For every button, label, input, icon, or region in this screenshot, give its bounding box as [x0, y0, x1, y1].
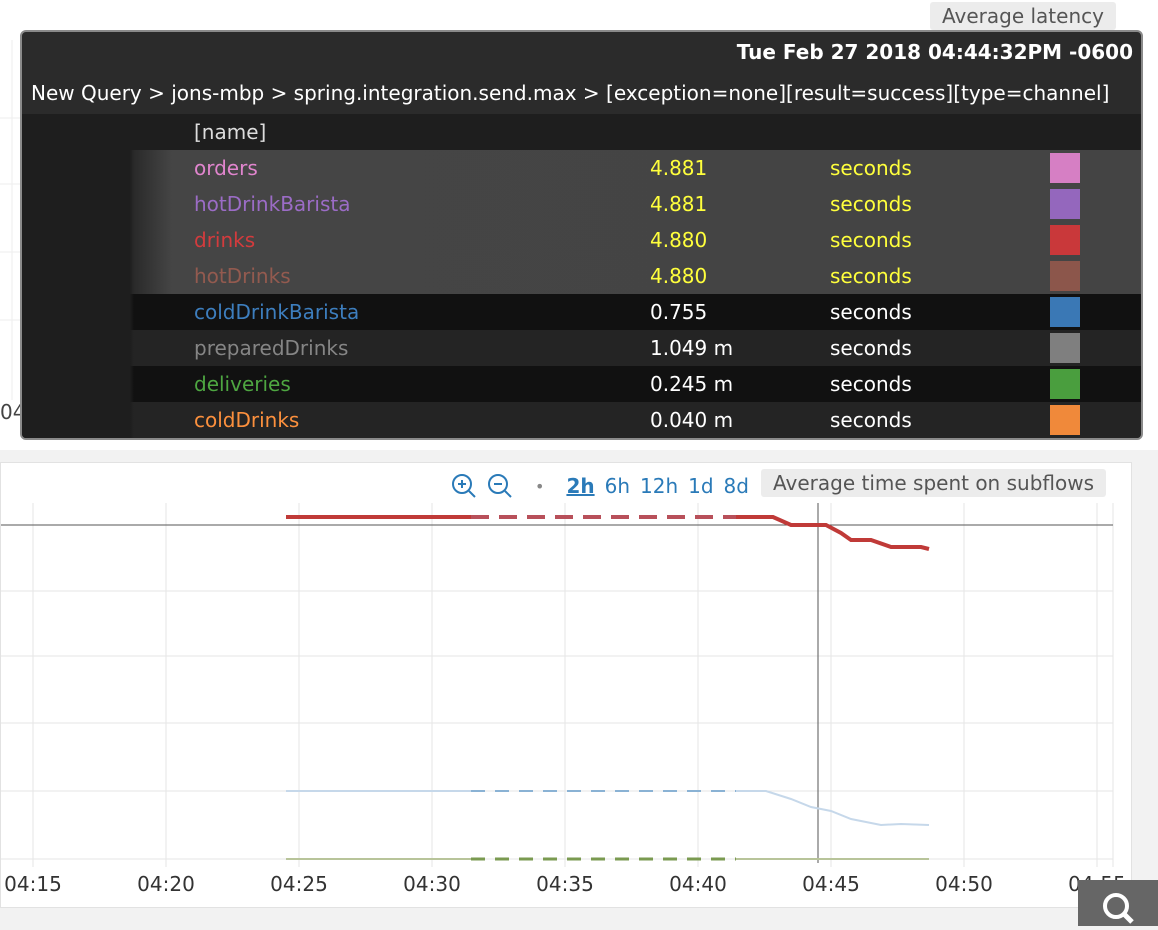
series-unit: seconds [830, 192, 912, 216]
toolbar: • 2h 6h 12h 1d 8d [451, 471, 749, 501]
timestamp: Tue Feb 27 2018 04:44:32PM -0600 [736, 40, 1133, 64]
range-button[interactable]: 6h [604, 474, 630, 498]
series-name: hotDrinks [194, 264, 291, 288]
tooltip-row: hotDrinkBarista 4.881 seconds [22, 186, 1141, 222]
series-name: drinks [194, 228, 256, 252]
series-value: 4.880 [650, 228, 708, 252]
color-swatch [1050, 297, 1080, 327]
series-unit: seconds [830, 156, 912, 180]
series-value: 4.880 [650, 264, 708, 288]
tooltip-row: coldDrinks 0.040 m seconds [22, 402, 1141, 438]
zoom-out[interactable] [487, 473, 513, 499]
header-row: [name] [22, 114, 1141, 150]
search-button[interactable] [1078, 880, 1158, 926]
color-swatch [1050, 369, 1080, 399]
tooltip: Tue Feb 27 2018 04:44:32PM -0600 New Que… [20, 30, 1143, 440]
separator: • [535, 476, 545, 496]
series-name: orders [194, 156, 258, 180]
series-unit: seconds [830, 228, 912, 252]
tooltip-row: preparedDrinks 1.049 m seconds [22, 330, 1141, 366]
x-tick-label: 04:50 [935, 872, 993, 896]
color-swatch [1050, 333, 1080, 363]
range-button[interactable]: 1d [688, 474, 714, 498]
zoom-in[interactable] [451, 473, 477, 499]
series-name: preparedDrinks [194, 336, 349, 360]
series-unit: seconds [830, 264, 912, 288]
x-tick-label: 04:35 [536, 872, 594, 896]
series-unit: seconds [830, 300, 912, 324]
color-swatch [1050, 153, 1080, 183]
tooltip-row: coldDrinkBarista 0.755 seconds [22, 294, 1141, 330]
panel-label[interactable]: Average latency [930, 2, 1116, 30]
series-unit: seconds [830, 336, 912, 360]
series-unit: seconds [830, 372, 912, 396]
series-value: 0.755 [650, 300, 708, 324]
top-grid [0, 40, 20, 400]
bottom-panel: 04:15 04:20 04:25 04:30 04:35 04:40 04:45 04:50… [0, 462, 1132, 908]
x-tick-label: 04:45 [802, 872, 860, 896]
tooltip-row: hotDrinks 4.880 seconds [22, 258, 1141, 294]
series-name: hotDrinkBarista [194, 192, 351, 216]
color-swatch [1050, 189, 1080, 219]
series-line [736, 790, 930, 827]
series-value: 0.040 m [650, 408, 734, 432]
column-header: [name] [194, 120, 267, 144]
x-axis: 04:15 04:20 04:25 04:30 04:35 04:40 04:45 04:50… [4, 872, 1126, 896]
x-tick-label: 04:30 [403, 872, 461, 896]
series-name: deliveries [194, 372, 291, 396]
series-value: 4.881 [650, 156, 708, 180]
tooltip-row: drinks 4.880 seconds [22, 222, 1141, 258]
series-value: 0.245 m [650, 372, 734, 396]
grid [1, 503, 1114, 867]
x-tick-label: 04:25 [270, 872, 328, 896]
tooltip-row: orders 4.881 seconds [22, 150, 1141, 186]
series-value: 1.049 m [650, 336, 734, 360]
range-button[interactable]: 12h [640, 474, 679, 498]
chart: 04:15 04:20 04:25 04:30 04:35 04:40 04:45 04:50… [1, 503, 1126, 896]
range-button[interactable]: 2h [566, 474, 595, 498]
panel-label[interactable]: Average time spent on subflows [761, 469, 1106, 497]
range-button[interactable]: 8d [723, 474, 749, 498]
series-name: coldDrinks [194, 408, 300, 432]
x-tick-label: 04:40 [669, 872, 727, 896]
color-swatch [1050, 225, 1080, 255]
series-unit: seconds [830, 408, 912, 432]
x-tick-label: 04:15 [4, 872, 62, 896]
series-value: 4.881 [650, 192, 708, 216]
series-line [736, 515, 930, 551]
color-swatch [1050, 261, 1080, 291]
color-swatch [1050, 405, 1080, 435]
tooltip-row: deliveries 0.245 m seconds [22, 366, 1141, 402]
query-path: New Query > jons-mbp > spring.integratio… [31, 81, 1110, 105]
x-tick-label: 04:20 [137, 872, 195, 896]
series-name: coldDrinkBarista [194, 300, 360, 324]
